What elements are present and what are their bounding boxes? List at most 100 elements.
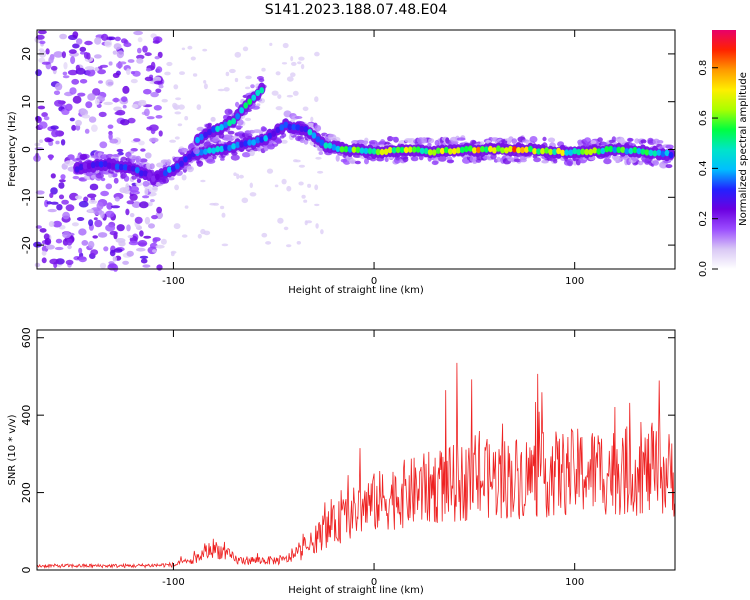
spectrogram-cell: [223, 135, 232, 141]
spectrogram-cell: [160, 238, 167, 245]
spectrogram-cell: [98, 80, 103, 84]
spectrogram-cell: [122, 164, 128, 171]
spectrogram-cell: [142, 180, 150, 187]
spectrogram-cell: [118, 163, 124, 171]
spectrogram-cell: [173, 104, 180, 110]
snr-y-tick-label: 0: [20, 567, 33, 574]
snr-x-tick-label: -100: [162, 577, 185, 588]
spectrogram-cell: [81, 240, 89, 246]
spectrogram-cell: [459, 146, 465, 153]
spectrogram-cell: [203, 131, 208, 139]
spectrogram-cell: [480, 146, 485, 153]
spectrogram-cell: [363, 147, 369, 155]
spectrogram-cell: [242, 152, 251, 158]
spectrogram-cell: [281, 178, 287, 185]
spectrogram-cell: [211, 147, 217, 154]
spectrogram-cell: [184, 205, 189, 209]
spectrogram-cell: [544, 147, 549, 154]
spectrogram-cell: [196, 104, 202, 110]
spectrogram-cell: [94, 37, 102, 45]
spectrogram-cell: [445, 156, 453, 160]
spectrogram-cell: [235, 141, 241, 149]
spectrogram-cell: [156, 66, 163, 73]
spectrogram-cell: [290, 72, 296, 77]
spectrogram-cell: [291, 123, 297, 131]
spectrogram-cell: [236, 173, 240, 180]
spectrogram-cell: [305, 220, 313, 224]
colorbar: 0.0 0.2 0.4 0.6 0.8 Normalized spectral ampl…: [698, 30, 749, 277]
spectrogram-cell: [116, 62, 123, 69]
spectrogram-cell: [435, 147, 441, 154]
spectrogram-cell: [108, 132, 113, 141]
colorbar-tick-label: 0.4: [698, 160, 709, 176]
spectrogram-cell: [177, 123, 183, 127]
spectrogram-cell: [298, 181, 304, 186]
spectrogram-cell: [275, 126, 281, 134]
spectrogram-cell: [652, 160, 659, 166]
spectrogram-cell: [584, 148, 590, 156]
spectrogram-cell: [97, 69, 106, 75]
spectrogram-cell: [39, 40, 46, 45]
spectrogram-cell: [71, 78, 80, 85]
spectrogram-cell: [138, 101, 147, 106]
spectrogram-cell: [99, 262, 107, 269]
spectrogram-cell: [63, 61, 68, 70]
spectrogram-cell: [431, 160, 439, 166]
spectrogram-cell: [137, 240, 148, 247]
spectrogram-cell: [274, 184, 279, 188]
spectrogram-cell: [203, 80, 207, 84]
spectrogram-cell: [391, 147, 397, 154]
spectrogram-cell: [94, 67, 100, 72]
spectrogram-cell: [69, 87, 77, 95]
spectrogram-cell: [187, 153, 192, 160]
spectrogram-cell: [41, 250, 47, 256]
spectrogram-cell: [315, 223, 319, 229]
spectrogram-cell: [588, 148, 594, 156]
spectrogram-cell: [223, 87, 230, 92]
colorbar-tick-label: 0.6: [698, 110, 709, 126]
spectrogram-cell: [282, 42, 289, 49]
spectrogram-cell: [158, 84, 164, 89]
spectrogram-cell: [252, 129, 262, 134]
spectrogram-cell: [84, 128, 90, 134]
spectrogram-cell: [166, 61, 173, 67]
spectrogram-cell: [410, 156, 419, 162]
spectrogram-cell: [447, 148, 453, 155]
spectrogram-cell: [95, 173, 104, 179]
spectrogram-cell: [179, 147, 189, 153]
spectrogram-x-label: Height of straight line (km): [288, 285, 424, 296]
spectrogram-cell: [79, 153, 88, 160]
spectrogram-cell: [656, 149, 662, 156]
spectrogram-cell: [108, 36, 116, 41]
spectrogram-cell: [186, 165, 194, 173]
spectrogram-cell: [323, 142, 329, 149]
spectrogram-cell: [604, 146, 610, 153]
spectrogram-cell: [94, 160, 100, 168]
spectrogram-cell: [239, 107, 245, 114]
spectrogram-cell: [90, 249, 99, 256]
spectrogram-cell: [144, 216, 151, 225]
spectrogram-cell: [154, 56, 160, 60]
spectrogram-cell: [340, 158, 348, 163]
spectrogram-cell: [164, 71, 171, 76]
spectrogram-cell: [108, 61, 113, 66]
spectrogram-x-tick-label: 0: [371, 276, 377, 287]
spectrogram-cell: [122, 172, 128, 178]
spectrogram-cell: [520, 146, 525, 154]
spectrogram-cell: [552, 148, 557, 155]
spectrogram-cell: [303, 126, 309, 133]
spectrogram-cell: [181, 234, 188, 238]
spectrogram-cell: [144, 76, 153, 82]
spectrogram-cell: [92, 88, 101, 96]
spectrogram-cell: [41, 61, 51, 65]
spectrogram-cell: [196, 160, 204, 167]
spectrogram-cell: [299, 125, 305, 133]
spectrogram-cell: [235, 113, 241, 120]
spectrogram-cell: [149, 163, 155, 170]
spectrogram-cell: [131, 104, 139, 109]
spectrogram-cell: [138, 140, 145, 146]
spectrogram-cell: [542, 136, 547, 142]
spectrogram-cell: [456, 137, 466, 141]
spectrogram-cell: [156, 206, 163, 214]
spectrogram-cell: [415, 146, 421, 153]
